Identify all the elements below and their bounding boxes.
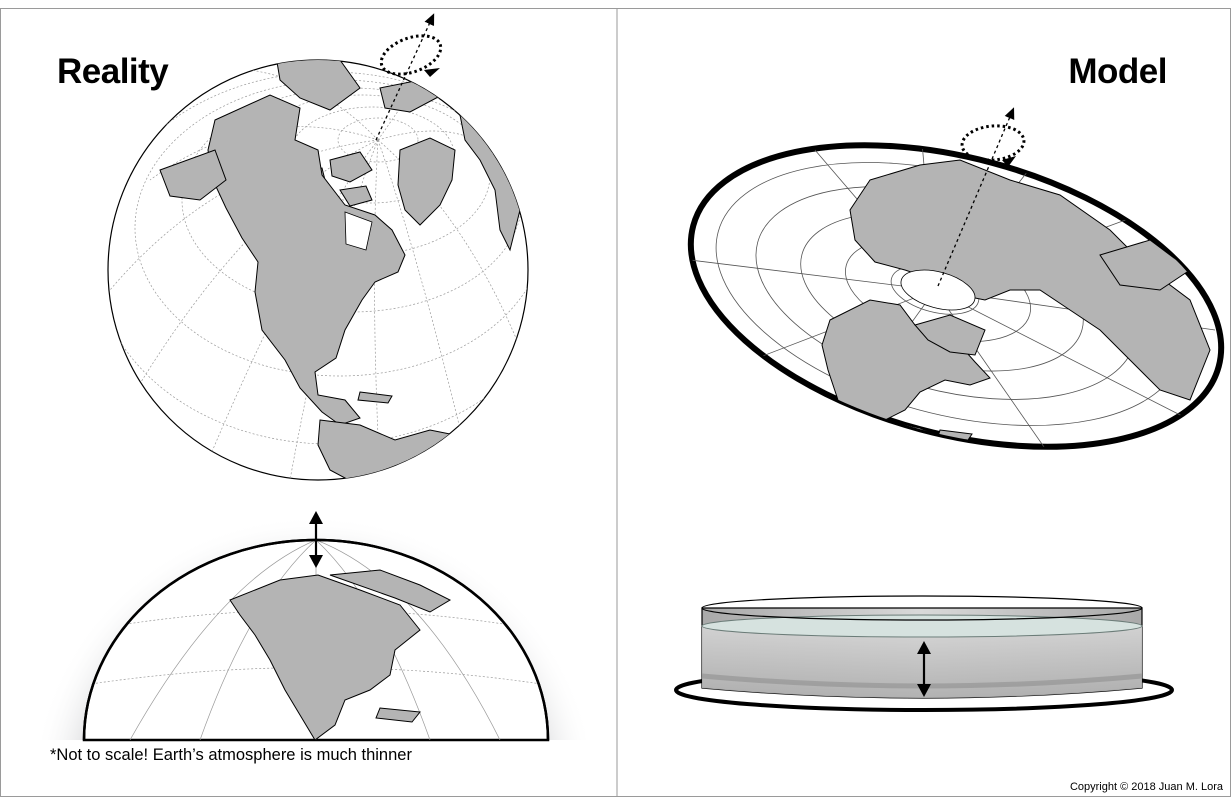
hudson-bay (344, 211, 373, 251)
model-tank (674, 595, 1174, 712)
disc-arctic (900, 269, 976, 311)
scale-footnote: *Not to scale! Earth’s atmosphere is muc… (50, 746, 412, 764)
reality-rotation-loop (379, 34, 443, 76)
reality-atmosphere (42, 508, 586, 742)
reality-globe (107, 13, 529, 481)
copyright-notice: Copyright © 2018 Juan M. Lora (1069, 781, 1223, 793)
model-rotation-loop (960, 124, 1026, 162)
model-rotation-arrowhead (1002, 156, 1016, 167)
model-rotation-axis (937, 107, 1015, 287)
model-heading: Model (1068, 52, 1167, 91)
reality-heading: Reality (57, 52, 169, 91)
model-disc (687, 107, 1225, 471)
reality-rotation-axis (375, 13, 435, 141)
dome-land (229, 569, 452, 740)
reality-rotation-arrowhead (424, 68, 440, 77)
